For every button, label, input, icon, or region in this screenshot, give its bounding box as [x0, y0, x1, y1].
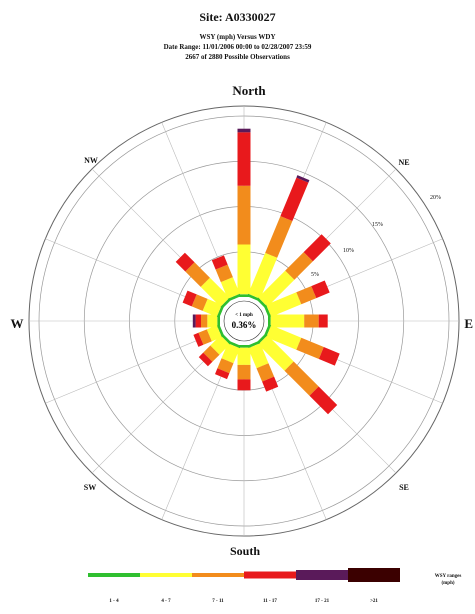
date-range: Date Range: 11/01/2006 00:00 to 02/28/20…: [163, 43, 312, 51]
bar-135-bin-2: [284, 361, 319, 396]
bar-0-bin-3: [237, 132, 251, 186]
bar-0-bin-1: [237, 244, 251, 295]
bar-270-bin-2: [201, 314, 208, 328]
legend: 1 - 4 4 - 7 7 - 11 11 - 17 17 - 21 >21: [88, 568, 400, 604]
ring-label-15: 15%: [372, 222, 383, 228]
bar-90-bin-2: [304, 314, 319, 328]
calm-label: < 1 mph: [235, 313, 253, 318]
calm-value: 0.36%: [232, 320, 257, 330]
bar-180-bin-1: [237, 347, 251, 365]
bar-180-bin-2: [237, 364, 251, 380]
bar-202.5-bin-3: [215, 368, 230, 380]
bar-22.5-bin-2: [265, 216, 293, 258]
bar-292.5-bin-1: [202, 298, 222, 317]
legend-label-0: 1 - 4: [109, 599, 119, 604]
bars: [175, 128, 340, 415]
bar-225-bin-2: [203, 345, 220, 362]
bar-22.5-bin-3: [280, 177, 309, 221]
dir-south: South: [230, 544, 260, 558]
legend-swatch-1: [140, 573, 192, 577]
bar-315-bin-2: [185, 262, 210, 287]
bar-315-bin-1: [200, 277, 230, 307]
bar-157.5-bin-2: [256, 363, 275, 382]
bar-225-bin-3: [198, 352, 213, 367]
legend-label-3: 11 - 17: [263, 599, 277, 604]
legend-label-4: 17 - 21: [315, 599, 330, 604]
legend-label-2: 7 - 11: [212, 599, 224, 604]
legend-swatch-3: [244, 571, 296, 579]
dir-north: North: [232, 83, 266, 98]
calm-circle: [223, 300, 265, 342]
bar-0-bin-0: [237, 294, 251, 297]
bar-112.5-bin-1: [266, 325, 302, 350]
legend-swatch-2: [192, 573, 244, 577]
chart-subtitle: WSY (mph) Versus WDY: [199, 33, 276, 41]
legend-title: WSY ranges: [435, 574, 462, 579]
bar-45-bin-3: [303, 234, 331, 262]
bar-45-bin-1: [258, 270, 295, 307]
bar-247.5-bin-3: [193, 332, 204, 347]
legend-label-5: >21: [370, 599, 378, 604]
labels: North South W E NW NE SW SE 5% 10% 15% 2…: [11, 83, 474, 558]
bar-90-bin-0: [268, 314, 271, 328]
bar-0-bin-2: [237, 185, 251, 245]
ring-label-5: 5%: [311, 272, 319, 278]
bar-67.5-bin-1: [266, 292, 302, 317]
dir-se: SE: [399, 483, 409, 492]
ring-label-20: 20%: [430, 195, 441, 201]
dir-west: W: [11, 316, 24, 331]
dir-ne: NE: [398, 158, 409, 167]
bar-22.5-bin-1: [248, 252, 278, 299]
bar-90-bin-3: [318, 314, 328, 328]
bar-292.5-bin-2: [191, 294, 208, 311]
bar-67.5-bin-2: [296, 286, 317, 305]
ring-label-10: 10%: [343, 248, 354, 254]
legend-swatch-4: [296, 570, 348, 580]
observation-count: 2667 of 2880 Possible Observations: [185, 53, 290, 61]
legend-label-1: 4 - 7: [161, 599, 171, 604]
bar-67.5-bin-3: [311, 280, 330, 299]
legend-swatch-0: [88, 573, 140, 577]
bar-270-bin-1: [207, 314, 218, 328]
calm-center: < 1 mph 0.36%: [223, 300, 265, 342]
chart-title: Site: A0330027: [199, 10, 276, 24]
bar-157.5-bin-1: [248, 343, 269, 369]
bar-112.5-bin-2: [296, 337, 324, 359]
bar-90-bin-1: [270, 314, 305, 328]
bar-157.5-bin-3: [262, 376, 279, 392]
spoke: [45, 329, 222, 404]
bar-270-bin-0: [217, 314, 220, 328]
legend-unit: (mph): [441, 581, 454, 586]
bar-0-bin-4: [237, 128, 251, 133]
bar-45-bin-2: [285, 252, 313, 280]
bar-202.5-bin-2: [217, 358, 234, 374]
bar-337.5-bin-1: [220, 277, 240, 299]
bar-112.5-bin-3: [318, 347, 340, 366]
bar-225-bin-1: [210, 335, 230, 355]
bar-337.5-bin-0: [227, 293, 241, 302]
bar-292.5-bin-3: [182, 290, 197, 307]
bar-337.5-bin-3: [211, 255, 228, 270]
bar-180-bin-3: [237, 379, 251, 391]
bar-270-bin-4: [192, 314, 196, 328]
bar-202.5-bin-1: [221, 343, 240, 364]
dir-east: E: [464, 316, 473, 331]
bar-135-bin-3: [309, 386, 338, 415]
dir-sw: SW: [84, 483, 96, 492]
bar-180-bin-0: [237, 345, 251, 348]
bar-270-bin-3: [195, 314, 201, 328]
bar-247.5-bin-2: [198, 329, 212, 345]
legend-swatch-5: [348, 568, 400, 582]
bar-337.5-bin-2: [215, 264, 233, 283]
bar-247.5-bin-1: [206, 325, 222, 342]
bar-135-bin-1: [258, 335, 294, 371]
dir-nw: NW: [84, 156, 98, 165]
bar-22.5-bin-4: [296, 175, 310, 183]
bar-315-bin-3: [175, 252, 195, 272]
